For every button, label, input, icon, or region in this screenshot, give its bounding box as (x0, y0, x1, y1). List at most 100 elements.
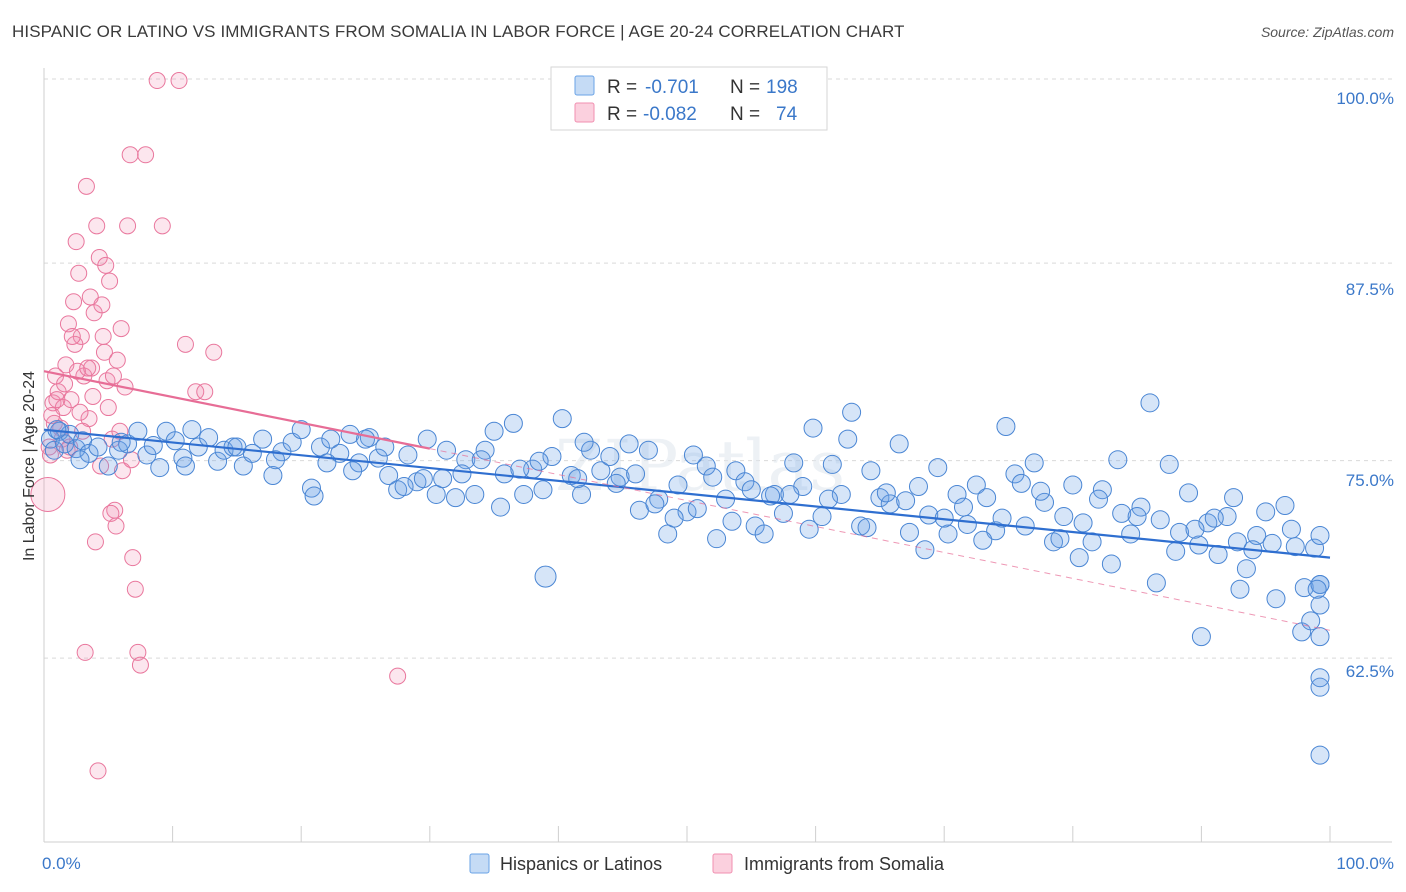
y-tick-label: 100.0% (1336, 89, 1394, 108)
hispanic-point (1146, 573, 1166, 593)
hispanic-point (1112, 503, 1132, 523)
hispanic-point (861, 461, 881, 481)
y-tick-labels: 62.5% 75.0% 87.5% 100.0% (1336, 89, 1394, 681)
hispanic-point (98, 456, 118, 476)
somalia-point (48, 391, 66, 409)
somalia-point (131, 656, 149, 674)
hispanic-point (1310, 668, 1330, 688)
hispanic-trend-line (43, 428, 1331, 559)
hispanic-point (600, 447, 620, 467)
somalia-point (71, 403, 89, 421)
hispanic-point (574, 432, 594, 452)
hispanic-point (1121, 524, 1141, 544)
hispanic-point (889, 434, 909, 454)
somalia-point (43, 406, 61, 424)
hispanic-point (1108, 450, 1128, 470)
hispanic-point (735, 472, 755, 492)
somalia-point (89, 762, 107, 780)
somalia-point (62, 391, 80, 409)
hispanic-point (413, 469, 433, 489)
hispanic-point (265, 450, 285, 470)
hispanic-point (838, 429, 858, 449)
bottom-legend-label-somalia: Immigrants from Somalia (744, 854, 945, 874)
somalia-point (101, 272, 119, 290)
hispanic-point (1054, 507, 1074, 527)
hispanic-point (437, 440, 457, 460)
somalia-point (205, 343, 223, 361)
hispanic-point (1031, 481, 1051, 501)
hispanic-point (1247, 526, 1267, 546)
somalia-point (84, 387, 102, 405)
hispanic-point (992, 508, 1012, 528)
hispanic-point (1140, 393, 1160, 413)
hispanic-point (263, 465, 283, 485)
somalia-point (113, 462, 131, 480)
somalia-point (65, 293, 83, 311)
bottom-legend-label-hispanic: Hispanics or Latinos (500, 854, 662, 874)
hispanic-point (638, 440, 658, 460)
hispanic-point (44, 440, 64, 460)
y-tick-label: 62.5% (1346, 662, 1394, 681)
legend-r-label-1: R = (607, 77, 637, 98)
hispanic-point (568, 469, 588, 489)
hispanic-point (606, 473, 626, 493)
axes (43, 68, 1392, 843)
hispanic-point (137, 445, 157, 465)
hispanic-point (1281, 519, 1301, 539)
hispanic-point (1191, 627, 1211, 647)
hispanic-point (947, 484, 967, 504)
hispanic-point (1224, 488, 1244, 508)
hispanic-point (1310, 526, 1330, 546)
hispanic-point (301, 478, 321, 498)
somalia-point (104, 367, 122, 385)
grid-lines (44, 78, 1392, 659)
hispanic-point (619, 434, 639, 454)
hispanic-point (533, 480, 553, 500)
hispanic-point (780, 484, 800, 504)
hispanic-point (754, 524, 774, 544)
hispanic-point (356, 429, 375, 449)
legend-swatch-hispanic (574, 75, 595, 96)
hispanic-point (831, 484, 851, 504)
hispanic-point (851, 516, 871, 536)
top-legend: R = -0.701 N = 198 R = -0.082 N = 74 (550, 66, 828, 131)
hispanic-point (1089, 489, 1109, 509)
somalia-point (88, 217, 106, 235)
hispanic-point (928, 458, 948, 478)
hispanic-point (304, 486, 324, 506)
hispanic-point (696, 456, 716, 476)
somalia-point (102, 504, 120, 522)
hispanic-point (1227, 532, 1247, 552)
somalia-point (63, 327, 81, 345)
somalia-point (83, 359, 101, 377)
somalia-point (81, 288, 99, 306)
hispanic-point (741, 480, 761, 500)
hispanic-point (456, 450, 476, 470)
hispanic-point (1185, 519, 1205, 539)
hispanic-point (199, 428, 219, 448)
somalia-point (112, 320, 130, 338)
hispanic-point (973, 530, 993, 550)
somalia-point (94, 327, 112, 345)
hispanic-point (165, 431, 185, 451)
hispanic-point (919, 505, 939, 525)
hispanic-point (379, 465, 399, 485)
hispanic-point (175, 456, 195, 476)
somalia-point (70, 264, 88, 282)
somalia-point (92, 457, 110, 475)
x-tick-label-min: 0.0% (42, 854, 81, 873)
source-label: Source: ZipAtlas.com (1260, 24, 1394, 40)
hispanic-point (1063, 475, 1083, 495)
hispanic-point (452, 464, 472, 484)
hispanic-point (773, 503, 793, 523)
somalia-point (108, 351, 126, 369)
hispanic-point (253, 429, 273, 449)
bottom-legend: Hispanics or Latinos Immigrants from Som… (469, 853, 945, 874)
hispanic-point (1150, 510, 1170, 530)
hispanic-point (784, 453, 804, 473)
hispanic-point (1024, 453, 1044, 473)
hispanic-point (818, 489, 838, 509)
hispanic-point (1236, 559, 1256, 579)
somalia-point (59, 315, 77, 333)
legend-r-label-2: R = (607, 104, 637, 125)
